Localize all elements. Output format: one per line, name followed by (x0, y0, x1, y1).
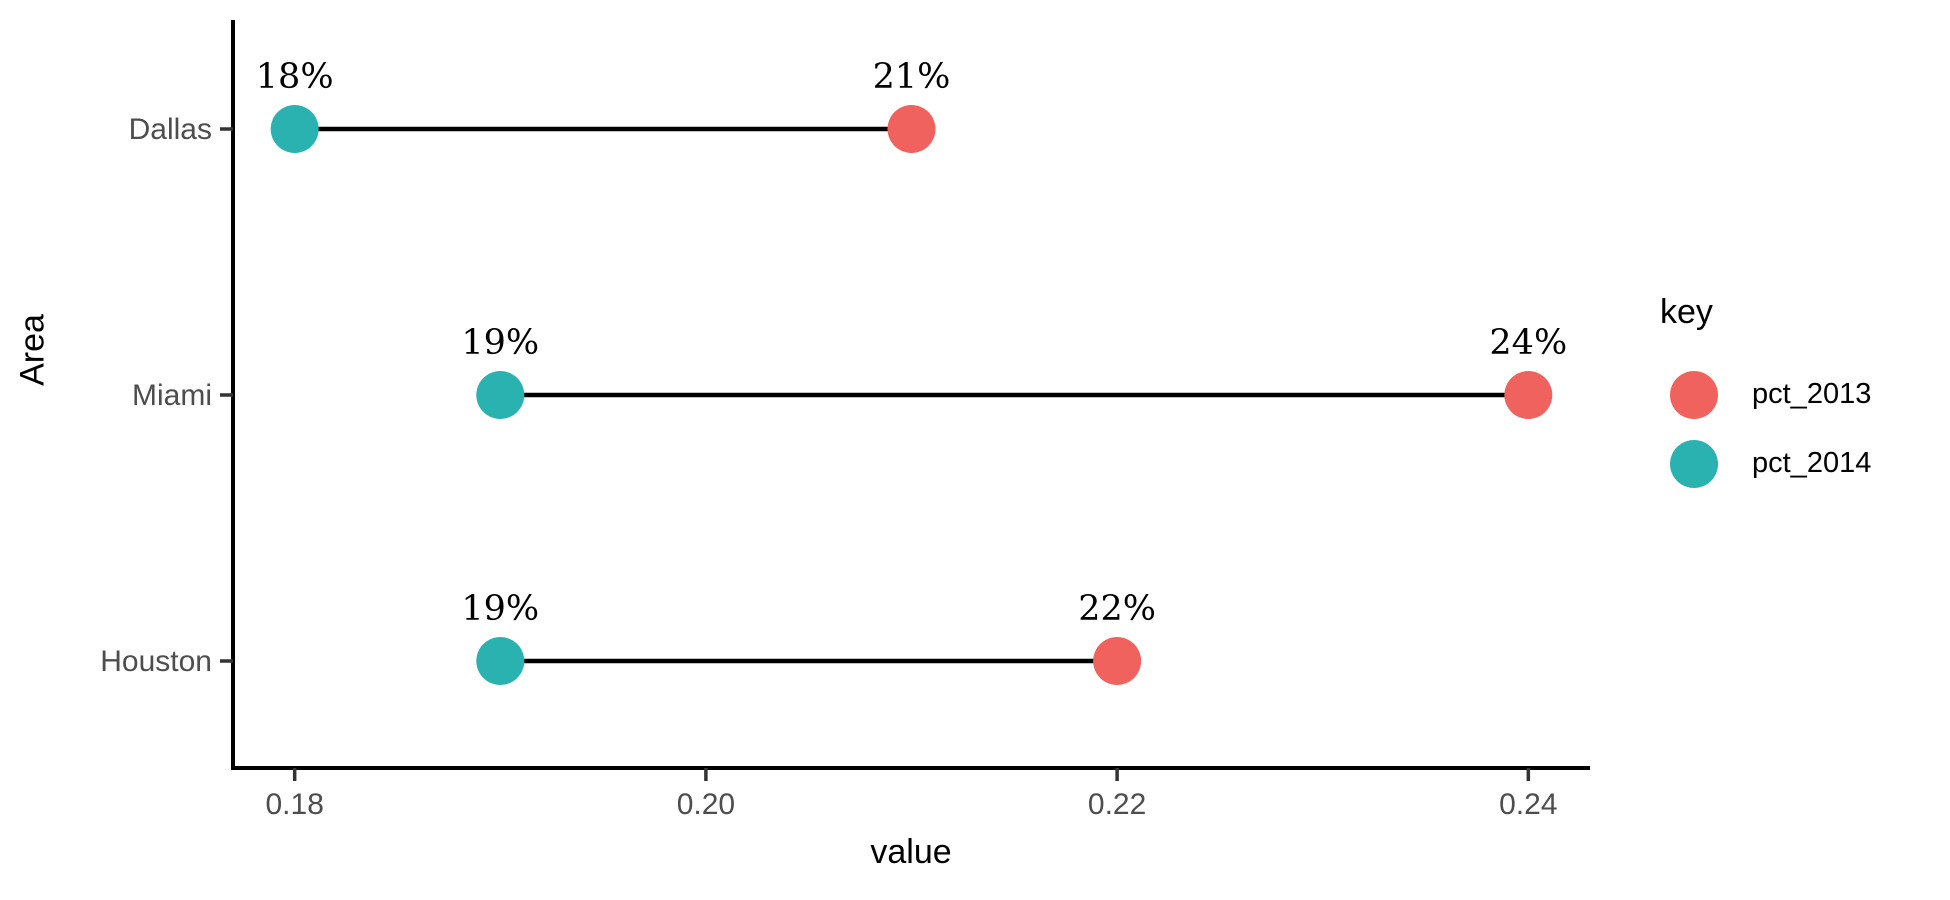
x-tick-label: 0.18 (265, 788, 323, 821)
point-label: 19% (461, 323, 539, 363)
legend-item-label: pct_2014 (1752, 447, 1872, 479)
legend-swatch-icon (1670, 439, 1718, 488)
legend: key pct_2013 pct_2014 (1660, 292, 1871, 498)
y-tick-label: Houston (100, 645, 212, 678)
point-pct_2014-dallas (270, 105, 319, 153)
point-label: 24% (1489, 323, 1567, 363)
legend-item-pct_2013: pct_2013 (1670, 360, 1871, 429)
point-label: 19% (461, 589, 539, 629)
legend-item-label: pct_2013 (1752, 378, 1872, 410)
point-pct_2013-miami (1504, 371, 1553, 419)
x-tick-label: 0.24 (1499, 788, 1557, 821)
point-pct_2014-houston (476, 637, 525, 685)
point-label: 18% (256, 57, 334, 97)
x-tick-label: 0.20 (677, 788, 735, 821)
y-tick-label: Dallas (129, 113, 212, 146)
point-label: 21% (873, 57, 951, 97)
y-axis-title: Area (13, 314, 52, 386)
point-pct_2013-houston (1093, 637, 1142, 685)
y-tick-label: Miami (132, 379, 212, 412)
legend-items: pct_2013 pct_2014 (1660, 360, 1871, 498)
point-pct_2014-miami (476, 371, 525, 419)
x-axis-title: value (870, 833, 952, 871)
x-tick-label: 0.22 (1088, 788, 1146, 821)
point-label: 22% (1078, 589, 1156, 629)
point-pct_2013-dallas (887, 105, 936, 153)
legend-item-pct_2014: pct_2014 (1670, 429, 1871, 498)
legend-title: key (1660, 293, 1713, 331)
legend-swatch-icon (1670, 370, 1718, 419)
